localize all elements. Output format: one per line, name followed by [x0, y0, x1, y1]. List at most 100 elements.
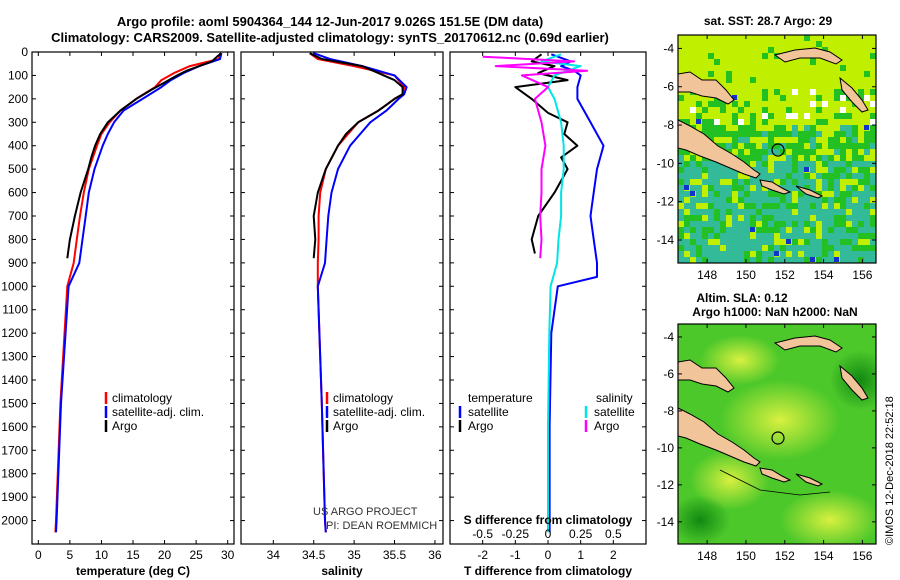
sst-cell — [738, 179, 744, 185]
depth-tick-label: 1500 — [1, 396, 28, 410]
sst-cell — [870, 203, 876, 209]
sst-cell — [726, 245, 732, 251]
sst-cell — [786, 173, 792, 179]
sst-cell — [762, 89, 768, 95]
sst-cell — [762, 191, 768, 197]
sst-cell — [822, 233, 828, 239]
sst-cell — [798, 143, 804, 149]
sst-cell — [846, 251, 852, 257]
sst-cell — [858, 89, 864, 95]
sst-cell — [756, 167, 762, 173]
sst-cell — [828, 143, 834, 149]
sst-cell — [786, 113, 792, 119]
sst-cell — [732, 173, 738, 179]
sst-cell — [840, 167, 846, 173]
sst-cell — [810, 185, 816, 191]
sst-cell — [714, 101, 720, 107]
sst-cell — [810, 245, 816, 251]
sst-cell — [714, 119, 720, 125]
islands-land — [759, 467, 792, 483]
sst-cell — [720, 167, 726, 173]
x-tick-label: 2 — [610, 548, 617, 562]
sst-cell — [678, 95, 684, 101]
sst-cell — [690, 245, 696, 251]
sst-cell — [864, 71, 870, 77]
x-tick-label: -2 — [477, 548, 488, 562]
sst-cell — [684, 191, 690, 197]
sst-cell — [828, 251, 834, 257]
sst-cell — [792, 143, 798, 149]
sst-cell — [870, 251, 876, 257]
sst-cell — [858, 233, 864, 239]
sst-cell — [708, 185, 714, 191]
sst-cell — [738, 125, 744, 131]
sst-cell — [696, 251, 702, 257]
temperature-plot-frame — [31, 51, 235, 545]
sst-cell — [822, 179, 828, 185]
sst-cell — [792, 227, 798, 233]
sst-cell — [786, 239, 791, 244]
sst-cell — [762, 227, 768, 233]
sst-cell — [684, 227, 690, 233]
sst-cell — [816, 119, 822, 125]
sst-cell — [870, 161, 876, 167]
depth-tick-label: 100 — [8, 68, 28, 82]
sst-cell — [768, 173, 774, 179]
sst-cell — [774, 149, 780, 155]
sst-cell — [708, 209, 714, 215]
sst-cell — [720, 251, 726, 257]
sst-cell — [864, 197, 870, 203]
sst-cell — [846, 131, 852, 137]
sst-cell — [768, 137, 774, 143]
sst-cell — [804, 149, 810, 155]
sst-cell — [780, 227, 786, 233]
sst-cell — [762, 197, 768, 203]
sst-cell — [828, 233, 834, 239]
sst-cell — [864, 125, 869, 130]
sst-cell — [762, 95, 768, 101]
sst-cell — [774, 89, 780, 95]
sst-cell — [696, 167, 702, 173]
sst-cell — [864, 137, 870, 143]
sst-cell — [750, 179, 756, 185]
sst-cell — [792, 173, 798, 179]
sst-cell — [774, 131, 780, 137]
sst-cell — [828, 155, 834, 161]
legend-climatology-label: climatology — [112, 391, 172, 405]
difference-panel: -2 -1 0 1 2 -0.5 -0.25 0 0.25 0.5 — [449, 51, 647, 562]
sst-cell — [678, 149, 684, 155]
sst-cell — [864, 221, 870, 227]
depth-tick-label: 800 — [8, 232, 28, 246]
sst-cell — [696, 191, 702, 197]
sst-cell — [744, 179, 750, 185]
sst-cell — [852, 155, 858, 161]
sst-cell — [690, 167, 696, 173]
sst-cell — [762, 107, 768, 113]
sst-cell — [780, 251, 786, 257]
temperature-panel: 0 5 10 15 20 25 30 — [31, 51, 235, 562]
sst-cell — [852, 239, 858, 245]
x-tick-label: 36 — [428, 548, 442, 562]
sst-cell — [780, 131, 786, 137]
sst-cell — [720, 233, 726, 239]
sst-cell — [852, 245, 858, 251]
sst-cell — [810, 179, 816, 185]
sst-cell — [810, 239, 816, 245]
sst-cell — [840, 149, 846, 155]
sst-cell — [768, 143, 774, 149]
sst-cell — [768, 215, 774, 221]
sst-cell — [774, 227, 780, 233]
sst-cell — [768, 191, 774, 197]
sst-cell — [870, 227, 876, 233]
sst-cell — [732, 209, 738, 215]
sst-cell — [714, 215, 720, 221]
sst-cell — [822, 161, 828, 167]
sst-cell — [816, 95, 822, 101]
sst-cell — [714, 245, 720, 251]
legend-s-argo-label: Argo — [594, 419, 620, 433]
sst-cell — [864, 227, 870, 233]
sst-cell — [756, 209, 762, 215]
series-line-satellite-adj-clim- — [313, 52, 408, 533]
sst-cell — [840, 155, 846, 161]
x-tick-label: 0 — [35, 548, 42, 562]
